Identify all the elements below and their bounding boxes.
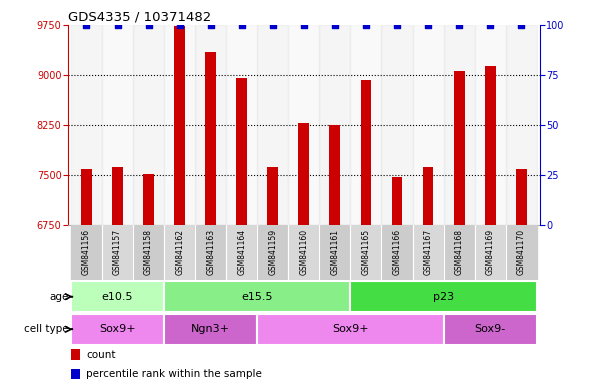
Bar [226,225,257,280]
Point [206,22,215,28]
Bar [329,126,340,225]
Bar [299,124,309,225]
Point [392,22,402,28]
Bar [257,225,289,280]
Text: Sox9+: Sox9+ [99,324,136,334]
Bar [102,25,133,225]
Text: GSM841158: GSM841158 [144,229,153,275]
Bar [267,167,278,225]
Text: GSM841156: GSM841156 [82,229,91,275]
Bar [444,314,537,345]
Text: GSM841159: GSM841159 [268,229,277,275]
Bar [474,25,506,225]
Bar [350,25,382,225]
Point [237,22,247,28]
Bar [112,167,123,225]
Text: cell type: cell type [24,324,69,334]
Bar [454,71,464,225]
Bar [319,225,350,280]
Bar [382,25,412,225]
Point [113,22,122,28]
Point [330,22,340,28]
Bar [485,66,496,225]
Bar [195,25,226,225]
Bar [102,225,133,280]
Bar [506,25,537,225]
Text: e10.5: e10.5 [102,291,133,302]
Bar [237,78,247,225]
Bar [289,25,319,225]
Text: GSM841168: GSM841168 [455,229,464,275]
Bar [350,225,382,280]
Bar [360,79,371,225]
Bar [71,25,102,225]
Point [299,22,309,28]
Bar [412,225,444,280]
Bar [257,25,289,225]
Bar [205,51,216,225]
Bar [350,281,537,312]
Text: GDS4335 / 10371482: GDS4335 / 10371482 [68,11,211,24]
Text: Sox9-: Sox9- [474,324,506,334]
Point [82,22,91,28]
Point [268,22,277,28]
Text: GSM841162: GSM841162 [175,229,184,275]
Bar [506,225,537,280]
Bar [319,25,350,225]
Bar [226,25,257,225]
Text: GSM841160: GSM841160 [299,229,309,275]
Bar [516,169,527,225]
Bar [289,225,319,280]
Bar [257,314,444,345]
Bar [174,26,185,225]
Text: GSM841164: GSM841164 [237,229,246,275]
Text: GSM841166: GSM841166 [392,229,402,275]
Bar [412,25,444,225]
Bar [71,281,164,312]
Point [486,22,495,28]
Text: GSM841157: GSM841157 [113,229,122,275]
Text: GSM841161: GSM841161 [330,229,339,275]
Text: age: age [50,291,69,302]
Text: Sox9+: Sox9+ [332,324,369,334]
Bar [444,25,474,225]
Point [454,22,464,28]
Point [175,22,184,28]
Bar [382,225,412,280]
Bar [164,281,350,312]
Text: e15.5: e15.5 [241,291,273,302]
Bar [195,225,226,280]
Bar [392,177,402,225]
Point [424,22,433,28]
Point [516,22,526,28]
Bar [133,225,164,280]
Text: Ngn3+: Ngn3+ [191,324,230,334]
Bar [71,314,164,345]
Point [361,22,371,28]
Bar [133,25,164,225]
Bar [164,314,257,345]
Text: percentile rank within the sample: percentile rank within the sample [86,369,262,379]
Bar [71,369,80,379]
Point [144,22,153,28]
Bar [164,25,195,225]
Text: GSM841163: GSM841163 [206,229,215,275]
Bar [474,225,506,280]
Bar [444,225,474,280]
Text: GSM841167: GSM841167 [424,229,432,275]
Text: GSM841165: GSM841165 [362,229,371,275]
Text: GSM841170: GSM841170 [517,229,526,275]
Text: p23: p23 [433,291,454,302]
Bar [71,225,102,280]
Text: GSM841169: GSM841169 [486,229,494,275]
Text: count: count [86,350,116,360]
Bar [164,225,195,280]
Bar [71,349,80,360]
Bar [422,167,434,225]
Bar [81,169,92,225]
Bar [143,174,154,225]
